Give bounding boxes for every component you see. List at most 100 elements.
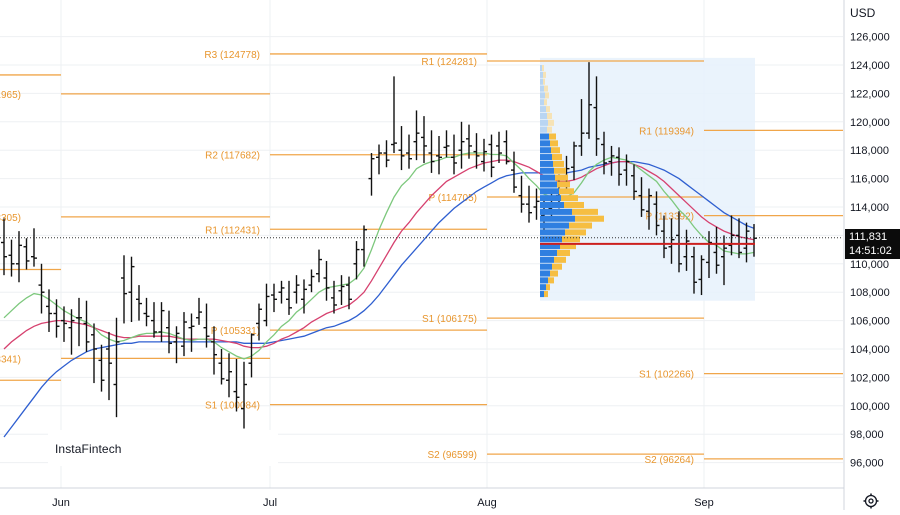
ohlc-bar bbox=[248, 333, 255, 378]
profile-bar-sell bbox=[554, 167, 566, 174]
profile-bar-sell bbox=[550, 270, 558, 277]
pivot-levels: R3 (124778) R2 (117682) R1 (112431) P (1053… bbox=[0, 50, 843, 466]
ohlc-bar bbox=[113, 317, 120, 418]
ohlc-bar bbox=[271, 283, 277, 313]
ohlc-bar bbox=[128, 256, 135, 323]
pivot-label: S1 (102266) bbox=[639, 370, 694, 381]
profile-bar-buy bbox=[540, 236, 562, 243]
ohlc-bar bbox=[76, 297, 82, 347]
ohlc-bar bbox=[331, 280, 337, 314]
ohlc-bar bbox=[136, 285, 142, 321]
ohlc-bar bbox=[383, 140, 390, 168]
ohlc-bar bbox=[53, 299, 60, 338]
profile-bar-buy bbox=[540, 99, 544, 106]
ohlc-bar bbox=[338, 275, 345, 305]
profile-bar-buy bbox=[540, 92, 545, 99]
ohlc-bar bbox=[203, 303, 210, 348]
ohlc-bar bbox=[526, 185, 532, 223]
volume-profile bbox=[540, 65, 755, 298]
ohlc-bar bbox=[23, 238, 30, 270]
pivot-label: R3 (124778) bbox=[204, 50, 260, 61]
profile-bar-buy bbox=[540, 270, 550, 277]
ohlc-bar bbox=[1, 218, 7, 276]
profile-bar-sell bbox=[542, 65, 544, 72]
ohlc-bar bbox=[31, 228, 37, 267]
ohlc-bar bbox=[488, 134, 495, 178]
profile-bar-buy bbox=[540, 112, 547, 119]
pivot-label: P (113392) bbox=[645, 212, 694, 223]
ohlc-bar bbox=[713, 226, 720, 274]
ohlc-bar bbox=[428, 130, 435, 173]
pivot-label: P (105331) bbox=[211, 326, 260, 337]
ohlc-bar bbox=[196, 297, 202, 325]
y-tick-label: 114,000 bbox=[850, 202, 889, 214]
profile-bar-buy bbox=[540, 201, 564, 209]
profile-bar-buy bbox=[540, 229, 565, 236]
profile-bar-buy bbox=[540, 249, 557, 256]
ohlc-bar bbox=[481, 138, 487, 172]
ohlc-bar bbox=[623, 154, 630, 186]
profile-bar-buy bbox=[540, 222, 569, 229]
settings-button[interactable] bbox=[863, 493, 879, 509]
ohlc-bar bbox=[601, 131, 607, 175]
profile-bar-sell bbox=[564, 201, 584, 209]
ohlc-bar bbox=[436, 136, 442, 175]
profile-bar-buy bbox=[540, 71, 543, 78]
ohlc-bar bbox=[241, 361, 247, 429]
profile-bar-buy bbox=[540, 174, 555, 181]
y-tick-label: 126,000 bbox=[850, 32, 890, 44]
ohlc-bar bbox=[91, 323, 97, 384]
pivot-label: R2 (117682) bbox=[205, 151, 260, 162]
x-tick-label: Aug bbox=[477, 497, 497, 509]
profile-bar-buy bbox=[540, 106, 546, 113]
profile-bar-sell bbox=[543, 71, 546, 78]
y-tick-label: 110,000 bbox=[850, 259, 889, 271]
ohlc-bar bbox=[503, 130, 510, 165]
pivot-label: P (103341) bbox=[0, 354, 21, 365]
profile-bar-sell bbox=[552, 263, 562, 270]
ohlc-bar bbox=[61, 306, 67, 342]
y-tick-label: 104,000 bbox=[850, 344, 890, 356]
ohlc-bar bbox=[181, 312, 187, 357]
y-tick-label: 102,000 bbox=[850, 372, 890, 384]
last-price-value: 111,831 bbox=[849, 231, 888, 243]
y-tick-label: 108,000 bbox=[850, 287, 890, 299]
profile-bar-sell bbox=[572, 208, 598, 215]
y-tick-label: 98,000 bbox=[850, 429, 884, 441]
ohlc-bar bbox=[316, 249, 322, 283]
pivot-label: R1 (124281) bbox=[421, 57, 477, 68]
ohlc-bar bbox=[38, 263, 45, 314]
currency-selector[interactable]: USD bbox=[846, 2, 896, 24]
y-tick-label: 120,000 bbox=[850, 117, 890, 129]
pivot-label: S2 (96264) bbox=[645, 455, 694, 466]
ohlc-bar bbox=[361, 225, 367, 267]
ohlc-bar bbox=[83, 300, 90, 352]
ohlc-bar bbox=[466, 124, 472, 159]
ohlc-bar bbox=[533, 188, 540, 220]
pivot-label: S1 (100084) bbox=[205, 401, 260, 412]
ohlc-bar bbox=[511, 151, 517, 193]
profile-bar-buy bbox=[540, 133, 549, 140]
profile-bar-buy bbox=[540, 147, 551, 154]
ohlc-bar bbox=[8, 239, 15, 277]
pivot-label: S2 (96599) bbox=[428, 450, 477, 461]
profile-bar-buy bbox=[540, 160, 553, 167]
profile-bar-sell bbox=[546, 106, 550, 113]
pivot-label: P (114705) bbox=[428, 193, 477, 204]
y-tick-label: 106,000 bbox=[850, 316, 890, 328]
ohlc-bar bbox=[233, 358, 240, 412]
ohlc-bar bbox=[173, 326, 180, 364]
currency-label: USD bbox=[850, 6, 876, 20]
profile-bar-sell bbox=[555, 174, 568, 181]
profile-bar-buy bbox=[540, 291, 544, 298]
ohlc-bar bbox=[691, 246, 697, 294]
y-tick-label: 118,000 bbox=[850, 145, 889, 157]
ohlc-bar bbox=[661, 215, 667, 259]
profile-bar-sell bbox=[553, 160, 564, 167]
ohlc-bar bbox=[398, 126, 405, 171]
ohlc-bar bbox=[421, 116, 427, 163]
time-axis[interactable]: Jun Jul Aug Sep bbox=[52, 497, 714, 509]
ohlc-bar bbox=[211, 326, 217, 375]
profile-bar-sell bbox=[544, 291, 548, 298]
ohlc-bar bbox=[706, 231, 712, 278]
